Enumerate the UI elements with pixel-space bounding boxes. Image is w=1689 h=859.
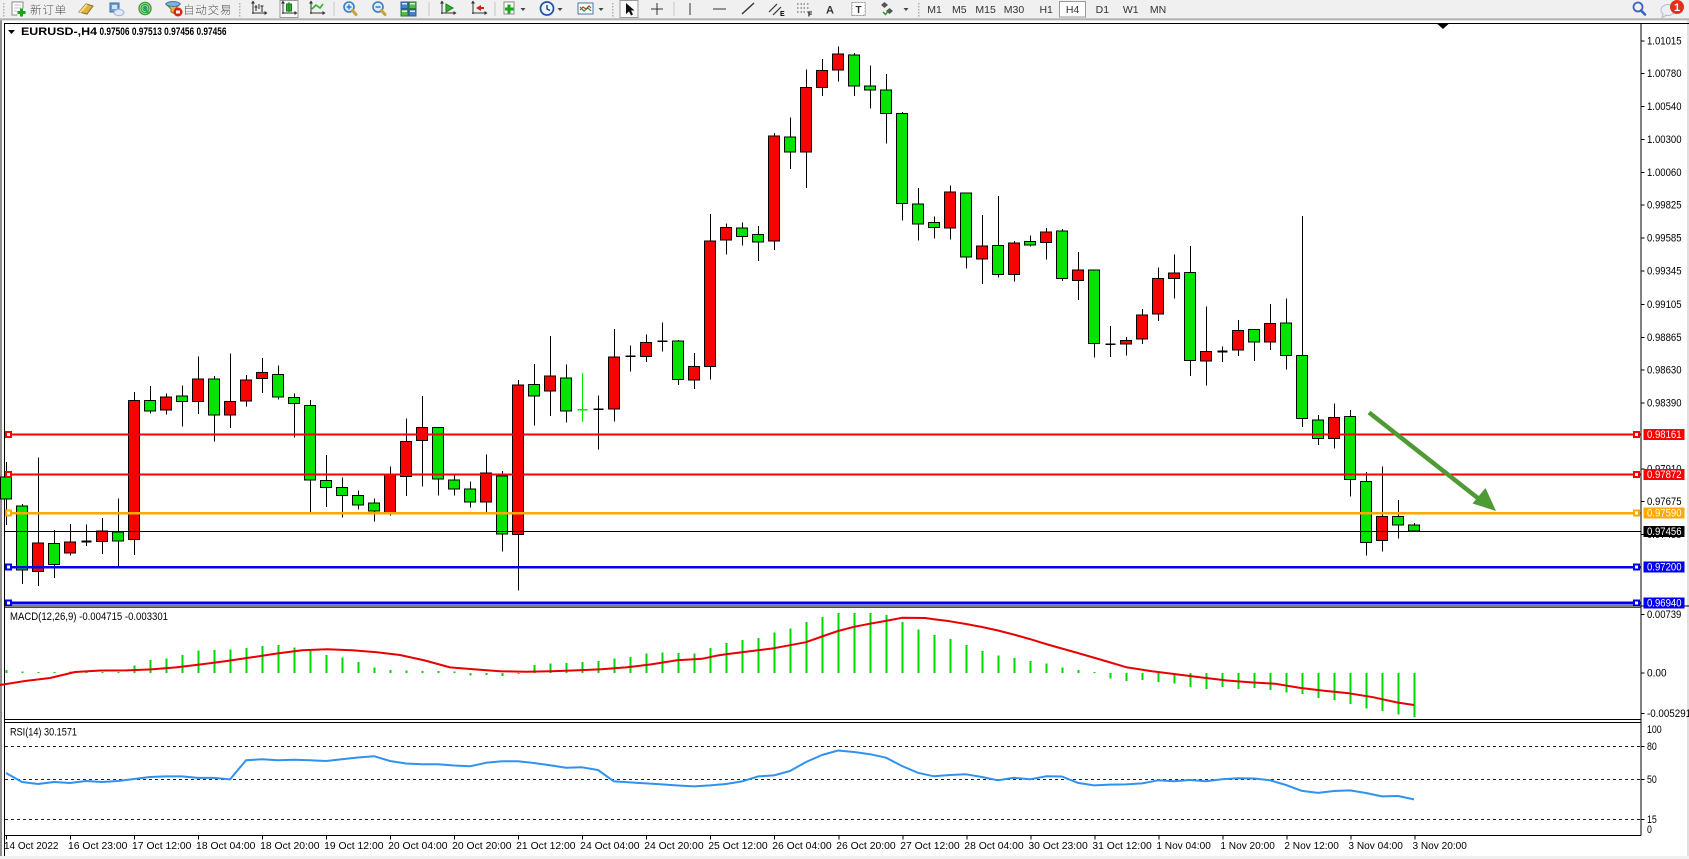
svg-text:M5: M5 [952,4,967,16]
svg-text:H4: H4 [1066,4,1080,16]
svg-text:3 Nov 20:00: 3 Nov 20:00 [1412,840,1467,852]
svg-text:M15: M15 [975,4,996,16]
svg-text:0.97872: 0.97872 [1647,469,1682,481]
svg-text:15: 15 [1647,814,1657,826]
svg-text:0.97506 0.97513 0.97456 0.9745: 0.97506 0.97513 0.97456 0.97456 [100,26,227,38]
svg-text:100: 100 [1647,724,1662,736]
svg-text:0.99585: 0.99585 [1647,233,1682,245]
svg-text:1.00300: 1.00300 [1647,134,1682,146]
svg-text:0.96940: 0.96940 [1647,597,1682,609]
svg-text:D1: D1 [1096,4,1110,16]
svg-text:RSI(14) 30.1571: RSI(14) 30.1571 [10,727,77,739]
svg-text:1.01015: 1.01015 [1647,35,1682,47]
svg-text:M30: M30 [1004,4,1025,16]
svg-text:MACD(12,26,9) -0.004715 -0.003: MACD(12,26,9) -0.004715 -0.003301 [10,611,168,623]
svg-text:0.98390: 0.98390 [1647,397,1682,409]
svg-text:0.98161: 0.98161 [1647,429,1682,441]
svg-text:H1: H1 [1039,4,1053,16]
svg-text:3 Nov 04:00: 3 Nov 04:00 [1348,840,1403,852]
svg-text:1.00060: 1.00060 [1647,167,1682,179]
svg-text:0.97590: 0.97590 [1647,508,1682,520]
svg-text:0.99825: 0.99825 [1647,200,1682,212]
svg-text:14 Oct 2022: 14 Oct 2022 [4,840,59,852]
svg-text:E: E [780,11,785,18]
svg-text:-0.005291: -0.005291 [1647,708,1689,720]
svg-text:16 Oct 23:00: 16 Oct 23:00 [68,840,128,852]
svg-text:MN: MN [1150,4,1166,16]
svg-text:2 Nov 12:00: 2 Nov 12:00 [1284,840,1339,852]
svg-text:17 Oct 12:00: 17 Oct 12:00 [132,840,192,852]
svg-text:T: T [855,5,861,16]
svg-text:A: A [826,5,834,17]
svg-text:M1: M1 [927,4,942,16]
svg-text:0.97456: 0.97456 [1647,526,1682,538]
svg-text:19 Oct 12:00: 19 Oct 12:00 [324,840,384,852]
svg-text:0.98865: 0.98865 [1647,332,1682,344]
svg-text:25 Oct 12:00: 25 Oct 12:00 [708,840,768,852]
svg-text:1.00540: 1.00540 [1647,101,1682,113]
svg-text:0: 0 [1647,824,1652,836]
svg-text:0.00739: 0.00739 [1647,609,1681,621]
svg-text:26 Oct 04:00: 26 Oct 04:00 [772,840,832,852]
svg-text:31 Oct 12:00: 31 Oct 12:00 [1092,840,1152,852]
svg-text:28 Oct 04:00: 28 Oct 04:00 [964,840,1024,852]
svg-text:21 Oct 12:00: 21 Oct 12:00 [516,840,576,852]
svg-text:1.00780: 1.00780 [1647,68,1682,80]
svg-text:1 Nov 04:00: 1 Nov 04:00 [1156,840,1211,852]
svg-text:0.97675: 0.97675 [1647,496,1682,508]
svg-text:20 Oct 04:00: 20 Oct 04:00 [388,840,448,852]
svg-text:18 Oct 04:00: 18 Oct 04:00 [196,840,256,852]
svg-text:0.00: 0.00 [1647,668,1667,680]
svg-text:50: 50 [1647,774,1657,786]
svg-text:18 Oct 20:00: 18 Oct 20:00 [260,840,320,852]
svg-text:0.99105: 0.99105 [1647,299,1682,311]
svg-text:30 Oct 23:00: 30 Oct 23:00 [1028,840,1088,852]
svg-text:F: F [808,12,813,19]
svg-text:1 Nov 20:00: 1 Nov 20:00 [1220,840,1275,852]
svg-text:20 Oct 20:00: 20 Oct 20:00 [452,840,512,852]
svg-text:26 Oct 20:00: 26 Oct 20:00 [836,840,896,852]
svg-text:0.98630: 0.98630 [1647,364,1682,376]
svg-text:EURUSD-,H4: EURUSD-,H4 [21,26,98,38]
svg-text:24 Oct 04:00: 24 Oct 04:00 [580,840,640,852]
svg-text:0.99345: 0.99345 [1647,266,1682,278]
svg-text:80: 80 [1647,741,1657,753]
svg-text:27 Oct 12:00: 27 Oct 12:00 [900,840,960,852]
svg-text:24 Oct 20:00: 24 Oct 20:00 [644,840,704,852]
svg-text:1: 1 [1674,2,1680,14]
svg-text:0.97200: 0.97200 [1647,562,1682,574]
svg-text:W1: W1 [1123,4,1139,16]
